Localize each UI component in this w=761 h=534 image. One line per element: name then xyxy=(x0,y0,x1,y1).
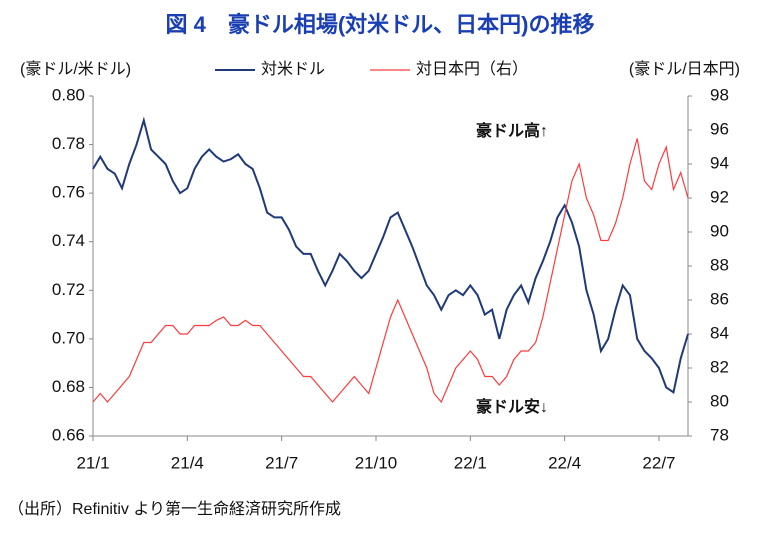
x-tick-label: 22/1 xyxy=(454,453,487,472)
y-tick-label: 0.78 xyxy=(52,134,85,153)
legend-label: 対米ドル xyxy=(261,60,325,78)
y2-tick-label: 90 xyxy=(710,221,729,240)
y2-tick-label: 92 xyxy=(710,187,729,206)
x-tick-label: 22/4 xyxy=(548,453,581,472)
y2-axis-label: (豪ドル/日本円) xyxy=(629,59,740,78)
x-tick-label: 21/1 xyxy=(76,453,109,472)
chart-title: 図 4 豪ドル相場(対米ドル、日本円)の推移 xyxy=(165,12,594,37)
series-line xyxy=(92,138,689,404)
source: （出所）Refinitiv より第一生命経済研究所作成 xyxy=(8,500,341,518)
y2-tick-label: 88 xyxy=(710,255,729,274)
x-tick-label: 22/7 xyxy=(642,453,675,472)
y2-tick-label: 96 xyxy=(710,119,729,138)
y-tick-label: 0.76 xyxy=(52,183,85,202)
annotation: 豪ドル安↓ xyxy=(476,397,548,416)
y-tick-label: 0.72 xyxy=(52,280,85,299)
y2-tick-label: 94 xyxy=(710,153,729,172)
y2-tick-label: 82 xyxy=(710,357,729,376)
y-axis-label: (豪ドル/米ドル) xyxy=(20,59,131,78)
y-tick-label: 0.80 xyxy=(52,85,85,104)
y2-tick-label: 78 xyxy=(710,425,729,444)
series-line xyxy=(92,116,689,394)
x-tick-label: 21/7 xyxy=(265,453,298,472)
y2-tick-label: 86 xyxy=(710,289,729,308)
y-tick-label: 0.70 xyxy=(52,328,85,347)
y2-tick-label: 84 xyxy=(710,323,729,342)
y-tick-label: 0.74 xyxy=(52,231,85,250)
x-tick-label: 21/10 xyxy=(355,453,398,472)
y2-tick-label: 80 xyxy=(710,391,729,410)
y-tick-label: 0.66 xyxy=(52,425,85,444)
x-tick-label: 21/4 xyxy=(171,453,204,472)
y-tick-label: 0.68 xyxy=(52,377,85,396)
annotation: 豪ドル高↑ xyxy=(476,121,548,140)
legend-label: 対日本円（右） xyxy=(416,60,528,78)
y2-tick-label: 98 xyxy=(710,85,729,104)
